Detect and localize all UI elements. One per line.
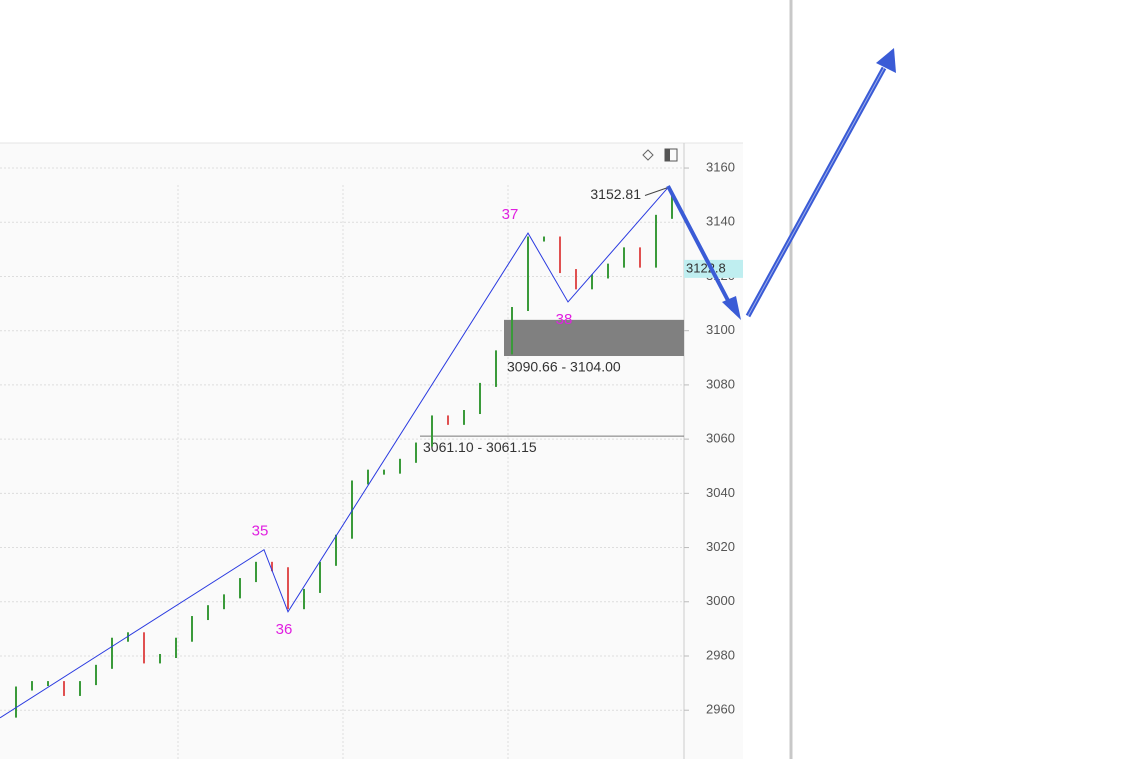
candle	[271, 561, 273, 572]
candle	[671, 193, 673, 219]
candle	[591, 274, 593, 290]
candle	[303, 588, 305, 610]
candle	[143, 632, 145, 664]
candle	[607, 263, 609, 279]
candle	[655, 214, 657, 268]
wave-label: 36	[276, 621, 293, 638]
draw-icon[interactable]	[642, 149, 654, 161]
candle	[127, 632, 129, 642]
candle	[319, 561, 321, 593]
y-tick-label: 3160	[706, 159, 735, 174]
zone	[504, 319, 684, 357]
y-tick-label: 3020	[706, 539, 735, 554]
candle	[47, 681, 49, 687]
y-tick-label: 3060	[706, 431, 735, 446]
wave-label: 38	[556, 311, 573, 328]
candle	[559, 236, 561, 274]
candle	[175, 637, 177, 658]
candle	[207, 605, 209, 621]
big-arrow-head	[876, 48, 896, 73]
candle	[447, 415, 449, 425]
candle	[479, 382, 481, 415]
candle	[543, 236, 545, 242]
candle	[511, 307, 513, 355]
candle	[575, 269, 577, 290]
candle	[495, 350, 497, 387]
layer: 2960298030003020304030603080310031203140…	[0, 159, 743, 719]
y-tick-label: 3080	[706, 376, 735, 391]
candle	[399, 458, 401, 474]
candle	[111, 637, 113, 669]
y-tick-label: 3100	[706, 322, 735, 337]
candle	[463, 410, 465, 425]
candle	[527, 236, 529, 312]
forecast-arrow	[666, 185, 735, 311]
candle	[639, 247, 641, 268]
candle	[255, 561, 257, 583]
y-tick-label: 3000	[706, 593, 735, 608]
y-tick-label: 3040	[706, 485, 735, 500]
candle	[431, 415, 433, 447]
price-tag-label: 3122.8	[686, 260, 726, 275]
peak-label: 3152.81	[590, 186, 641, 202]
y-tick-label: 2980	[706, 647, 735, 662]
candle	[367, 469, 369, 485]
candle	[31, 681, 33, 691]
plot-area	[0, 143, 743, 759]
zone-label: 3090.66 - 3104.00	[507, 359, 621, 375]
gap	[743, 143, 790, 759]
y-tick-label: 2960	[706, 702, 735, 717]
big-arrow-shade	[747, 67, 885, 317]
y-tick-label: 3140	[706, 214, 735, 229]
candle	[191, 616, 193, 642]
candle	[287, 567, 289, 610]
peak-leader	[644, 187, 669, 197]
candle	[223, 594, 225, 610]
zone-label: 3061.10 - 3061.15	[423, 439, 537, 455]
candle	[623, 247, 625, 268]
candle	[15, 686, 17, 718]
candle	[95, 664, 97, 686]
candle	[79, 681, 81, 696]
forecast-arrow-head	[722, 296, 741, 320]
candle	[335, 534, 337, 566]
candle	[63, 681, 65, 696]
zigzag-line	[0, 187, 669, 719]
candle	[383, 469, 385, 475]
wave-label: 37	[502, 206, 519, 223]
candle	[159, 653, 161, 664]
panel-icon-fill	[665, 149, 670, 161]
candle	[239, 578, 241, 599]
candle	[415, 442, 417, 463]
wave-label: 35	[252, 523, 269, 540]
candle	[351, 480, 353, 539]
